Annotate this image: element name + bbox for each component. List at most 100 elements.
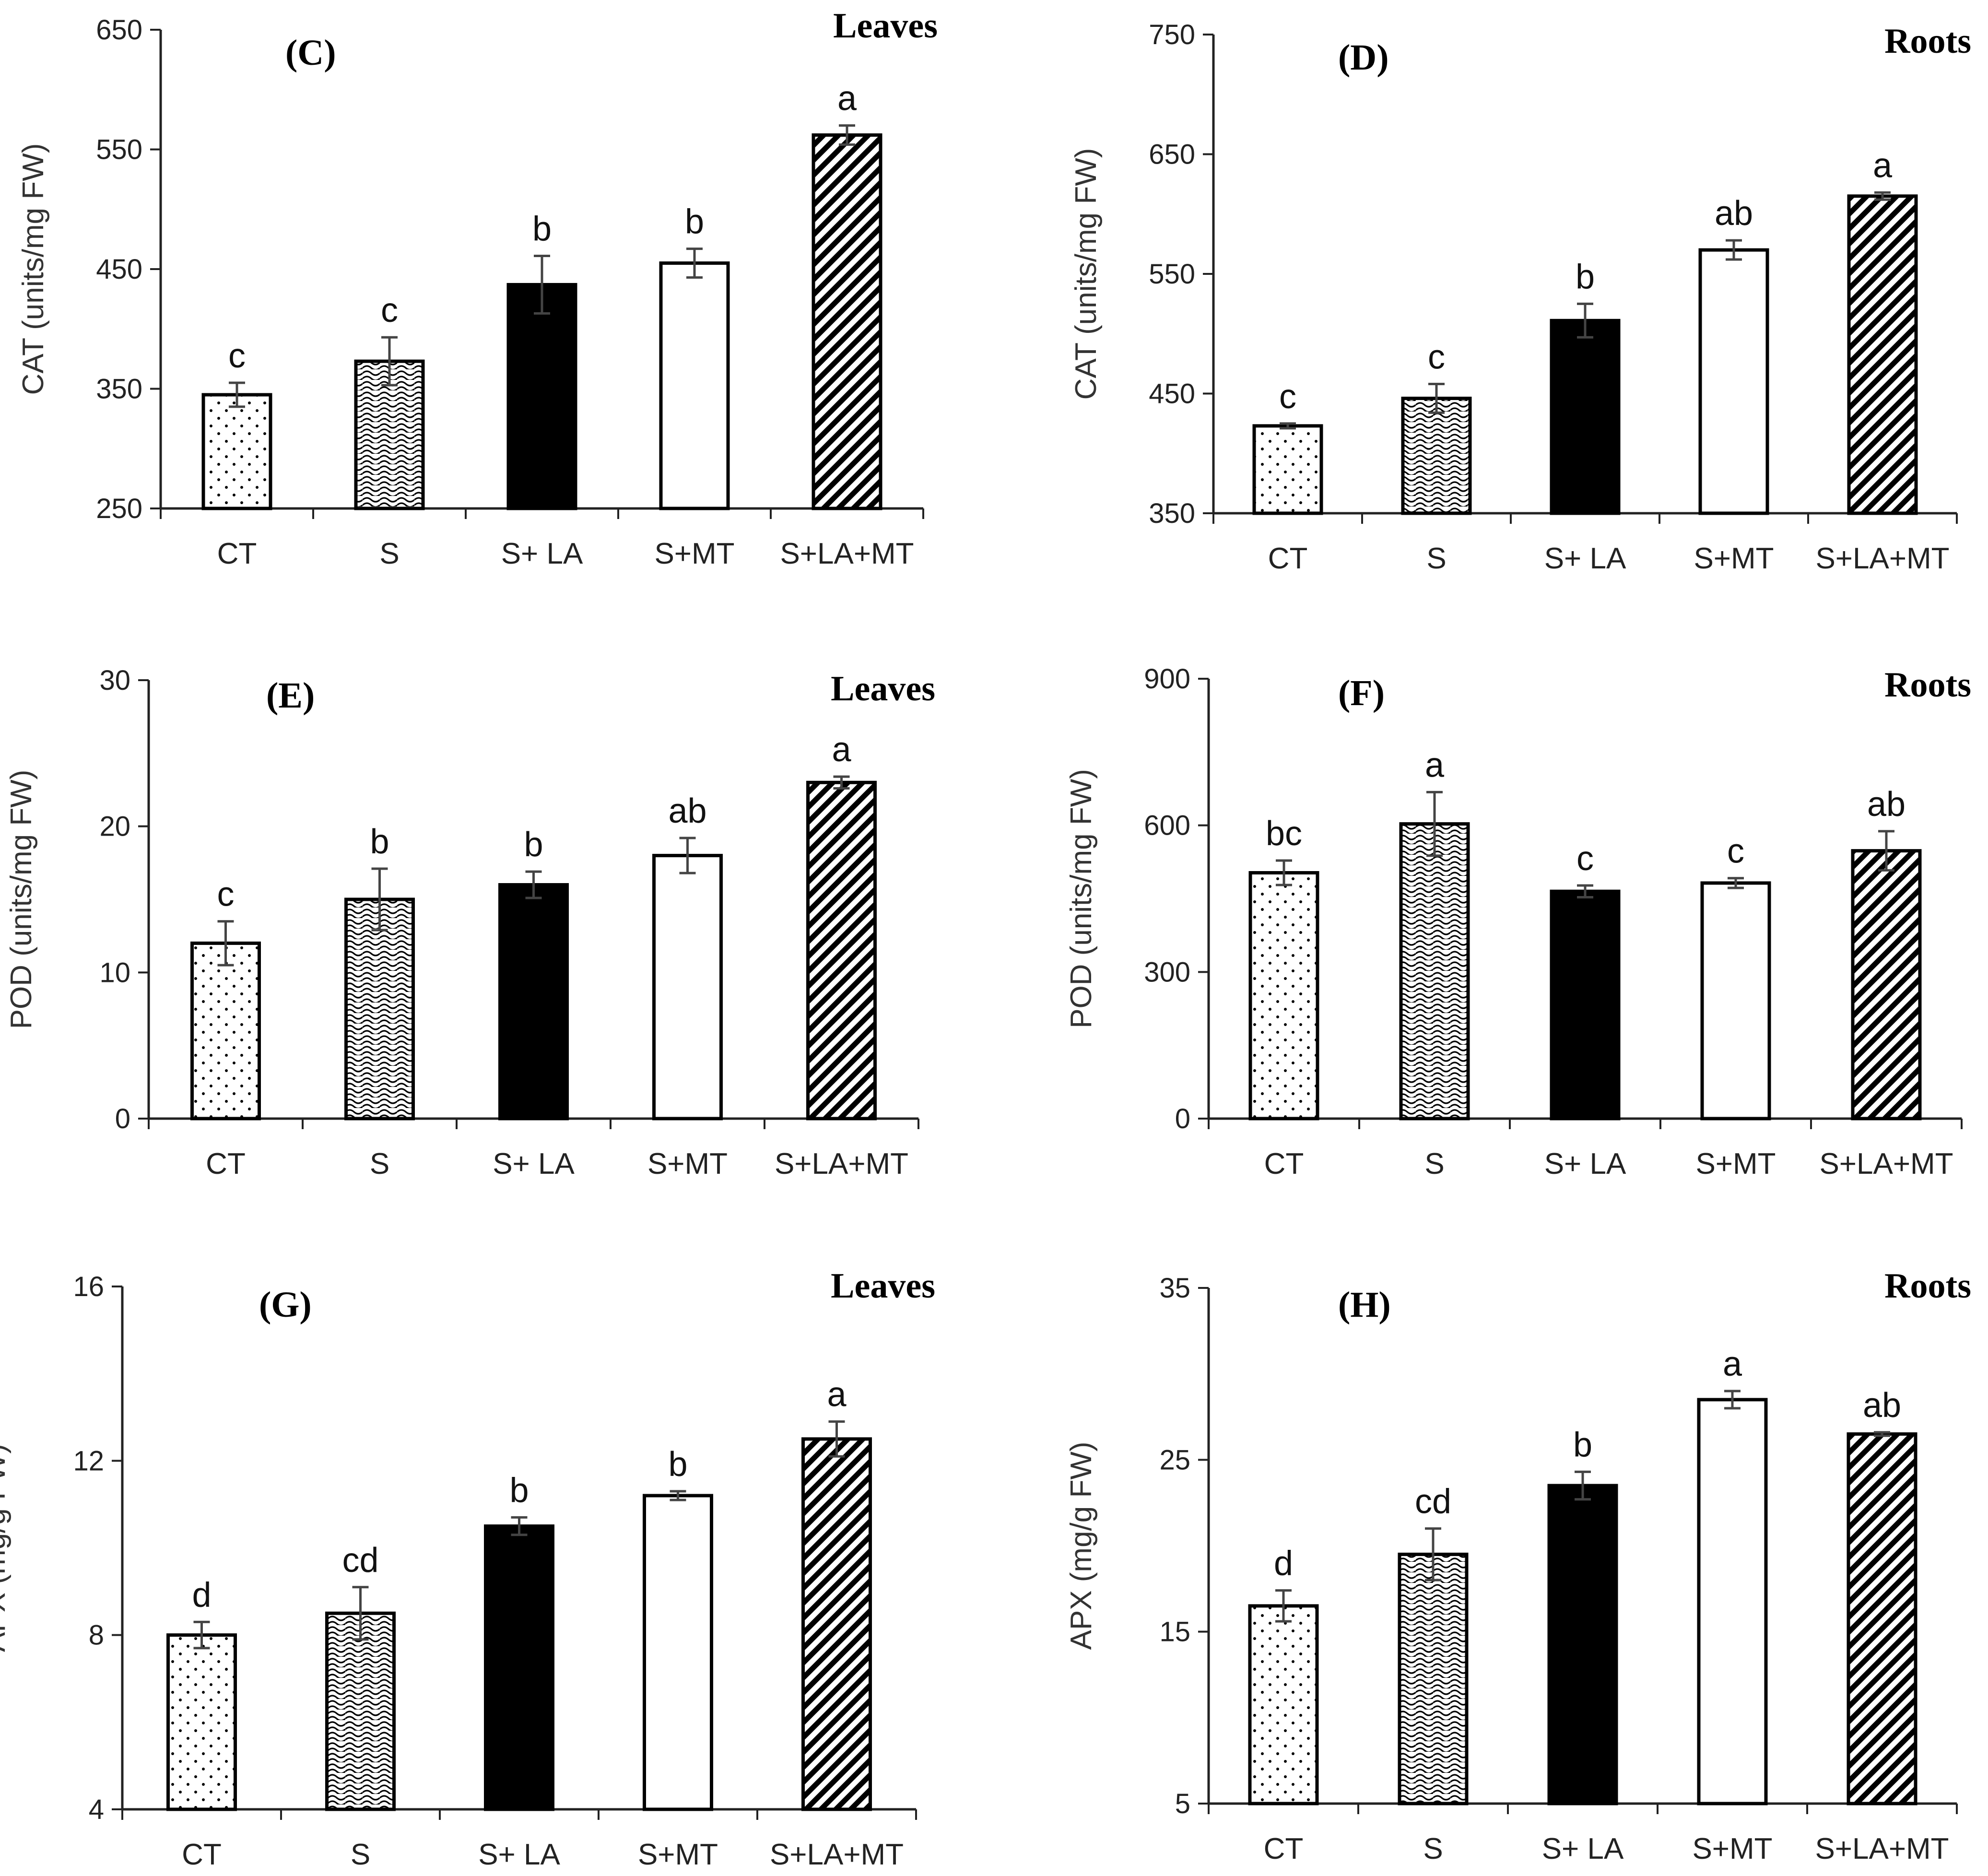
x-tick-label: S+LA+MT: [1815, 542, 1949, 575]
significance-letter: b: [668, 1445, 687, 1484]
significance-letter: a: [1723, 1345, 1742, 1383]
bar-s-la-mt: [1851, 849, 1922, 1121]
y-tick-label: 25: [1159, 1444, 1190, 1475]
bar-s-la: [1547, 1484, 1618, 1805]
panel-c-bars: [201, 124, 882, 510]
x-tick-label: S+ LA: [1544, 542, 1626, 575]
y-tick-label: 650: [96, 14, 142, 46]
x-tick-label: S+MT: [647, 1147, 728, 1180]
x-tick-label: S+ LA: [1542, 1832, 1624, 1865]
significance-letter: a: [832, 731, 851, 769]
y-tick-label: 750: [1149, 19, 1195, 50]
significance-letter: a: [1425, 746, 1445, 784]
x-tick-label: CT: [206, 1147, 246, 1180]
panel-tissue-title: Roots: [1884, 665, 1971, 705]
x-tick-label: S+MT: [1695, 1147, 1776, 1180]
bar-s: [344, 897, 415, 1121]
y-tick-label: 20: [99, 811, 130, 842]
y-tick-label: 450: [96, 254, 142, 285]
y-tick-label: 12: [73, 1445, 104, 1476]
y-tick-label: 550: [96, 134, 142, 165]
panel-f-text: 0 300 600 900 POD (units/mg FW) bc CT a Sc S+ LA c…: [1065, 663, 1971, 1180]
significance-letter: b: [1576, 258, 1595, 296]
panel-h-text: 5 15 25 35 APX (mg/g FW) d CT cd Sb S+ LA a S+MT ab S…: [1065, 1266, 1971, 1865]
bar-s-la: [1550, 889, 1621, 1121]
panel-letter: (D): [1338, 37, 1389, 78]
panel-letter: (G): [259, 1285, 312, 1325]
y-tick-label: 300: [1144, 956, 1190, 988]
x-tick-label: S+ LA: [501, 537, 583, 570]
panel-letter: (C): [285, 33, 336, 73]
bar-s: [354, 359, 425, 510]
bar-s-la-mt: [801, 1437, 872, 1811]
panel-tissue-title: Roots: [1884, 22, 1971, 61]
significance-letter: c: [228, 337, 246, 375]
y-tick-label: 900: [1144, 663, 1190, 695]
x-tick-label: S: [379, 537, 399, 570]
significance-letter: cd: [1415, 1483, 1451, 1521]
significance-letter: c: [217, 875, 235, 914]
y-tick-label: 5: [1175, 1788, 1190, 1819]
significance-letter: a: [827, 1376, 847, 1414]
bar-s-mt: [1697, 1398, 1768, 1805]
x-tick-label: S+LA+MT: [1815, 1832, 1949, 1865]
x-tick-label: S: [1426, 542, 1446, 575]
significance-letter: b: [1573, 1426, 1592, 1464]
y-tick-label: 15: [1159, 1616, 1190, 1648]
x-tick-label: S: [351, 1838, 370, 1871]
significance-letter: b: [509, 1471, 529, 1510]
y-tick-label: 30: [99, 665, 130, 696]
panel-e-bars: [190, 775, 877, 1121]
panel-h-bars: [1248, 1390, 1917, 1805]
bar-s-mt: [1700, 881, 1771, 1121]
x-tick-label: S+LA+MT: [770, 1838, 904, 1871]
y-tick-label: 8: [89, 1620, 104, 1651]
x-tick-label: CT: [182, 1838, 222, 1871]
panel-d-text: 350 450 550 650 750 CAT (units/mg FW) c CT c Sb S+…: [1070, 19, 1971, 575]
significance-letter: b: [532, 210, 552, 248]
x-tick-label: S+MT: [1692, 1832, 1772, 1865]
bar-s: [325, 1611, 396, 1811]
significance-letter: ab: [1715, 194, 1753, 233]
panel-g-bars: [166, 1420, 872, 1811]
significance-letter: b: [685, 203, 704, 241]
y-tick-label: 650: [1149, 139, 1195, 170]
bar-ct: [166, 1633, 237, 1811]
y-axis-title: APX (mg/g FW): [0, 1444, 12, 1652]
panel-g: 4 8 12 16 APX (mg/g FW) d CT cd Sb S+ LA b S+MT a S+L…: [0, 1266, 935, 1871]
panel-f: 0 300 600 900 POD (units/mg FW) bc CT a Sc S+ LA c…: [1065, 663, 1971, 1180]
panel-letter: (H): [1338, 1285, 1391, 1325]
x-tick-label: S+MT: [1694, 542, 1774, 575]
bar-s-la-mt: [1847, 1432, 1917, 1805]
significance-letter: c: [1279, 378, 1296, 416]
panel-c-text: 250 350 450 550 650 CAT (units/mg FW) c CT c Sb S+…: [17, 6, 938, 570]
bar-s-mt: [659, 261, 730, 510]
bar-ct: [1248, 1604, 1319, 1805]
significance-letter: b: [524, 826, 543, 864]
y-tick-label: 250: [96, 493, 142, 524]
bar-s-mt: [643, 1494, 713, 1811]
panel-e-text: 0 10 20 30 POD (units/mg FW) c CT b Sb S+ LA ab S+M…: [5, 665, 935, 1180]
y-tick-label: 35: [1159, 1273, 1190, 1304]
significance-letter: bc: [1266, 814, 1302, 853]
significance-letter: ab: [1867, 785, 1906, 824]
bar-s-mt: [1698, 248, 1769, 515]
significance-letter: c: [381, 291, 398, 330]
bar-ct: [1252, 424, 1323, 515]
bar-s-la-mt: [806, 780, 877, 1121]
x-tick-label: S+LA+MT: [780, 537, 914, 570]
x-tick-label: CT: [1264, 1147, 1304, 1180]
bar-s-la-mt: [812, 133, 882, 510]
y-tick-label: 16: [73, 1271, 104, 1302]
significance-letter: d: [1274, 1545, 1293, 1583]
bar-ct: [201, 393, 272, 510]
x-tick-label: CT: [1268, 542, 1308, 575]
significance-letter: a: [1873, 146, 1893, 185]
panel-d: 350 450 550 650 750 CAT (units/mg FW) c CT c Sb S+…: [1070, 19, 1971, 575]
x-tick-label: CT: [1264, 1832, 1304, 1865]
significance-letter: ab: [668, 792, 706, 830]
x-tick-label: S: [370, 1147, 389, 1180]
panel-tissue-title: Roots: [1884, 1266, 1971, 1306]
y-tick-label: 450: [1149, 378, 1195, 410]
bar-s-mt: [652, 854, 723, 1121]
